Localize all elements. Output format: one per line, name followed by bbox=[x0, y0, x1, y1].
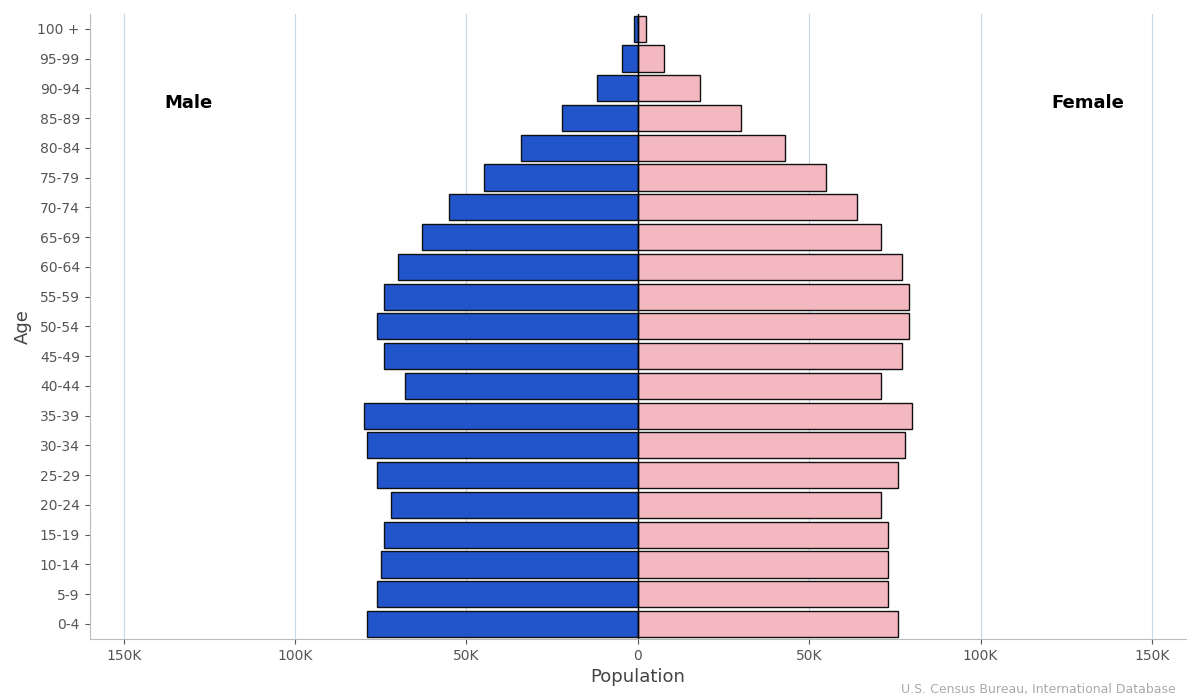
Bar bbox=[384, 284, 638, 309]
Bar bbox=[638, 462, 899, 489]
Bar bbox=[638, 253, 901, 280]
Bar bbox=[638, 105, 740, 131]
Bar bbox=[398, 253, 638, 280]
Bar bbox=[422, 224, 638, 250]
Bar bbox=[638, 314, 908, 340]
Y-axis label: Age: Age bbox=[14, 309, 32, 344]
Bar bbox=[638, 194, 857, 220]
Bar bbox=[638, 75, 700, 101]
Bar bbox=[384, 522, 638, 548]
Bar bbox=[638, 284, 908, 309]
Bar bbox=[391, 492, 638, 518]
Bar bbox=[638, 224, 881, 250]
Text: U.S. Census Bureau, International Database: U.S. Census Bureau, International Databa… bbox=[901, 683, 1176, 696]
Bar bbox=[638, 164, 827, 190]
Text: Male: Male bbox=[164, 94, 212, 112]
Bar bbox=[377, 462, 638, 489]
Bar bbox=[638, 343, 901, 369]
Bar bbox=[638, 433, 905, 459]
Bar bbox=[638, 46, 664, 71]
Bar bbox=[638, 611, 899, 637]
Bar bbox=[377, 314, 638, 340]
Bar bbox=[638, 402, 912, 428]
Bar bbox=[367, 611, 638, 637]
X-axis label: Population: Population bbox=[590, 668, 685, 686]
Bar bbox=[634, 15, 638, 42]
Bar bbox=[623, 46, 638, 71]
Bar bbox=[638, 581, 888, 608]
Bar bbox=[563, 105, 638, 131]
Bar bbox=[521, 134, 638, 161]
Bar bbox=[638, 522, 888, 548]
Bar bbox=[638, 15, 647, 42]
Bar bbox=[367, 433, 638, 459]
Bar bbox=[638, 134, 785, 161]
Text: Female: Female bbox=[1051, 94, 1124, 112]
Bar bbox=[404, 373, 638, 399]
Bar bbox=[449, 194, 638, 220]
Bar bbox=[384, 343, 638, 369]
Bar bbox=[596, 75, 638, 101]
Bar bbox=[377, 581, 638, 608]
Bar bbox=[484, 164, 638, 190]
Bar bbox=[380, 552, 638, 578]
Bar bbox=[638, 373, 881, 399]
Bar bbox=[638, 492, 881, 518]
Bar bbox=[364, 402, 638, 428]
Bar bbox=[638, 552, 888, 578]
